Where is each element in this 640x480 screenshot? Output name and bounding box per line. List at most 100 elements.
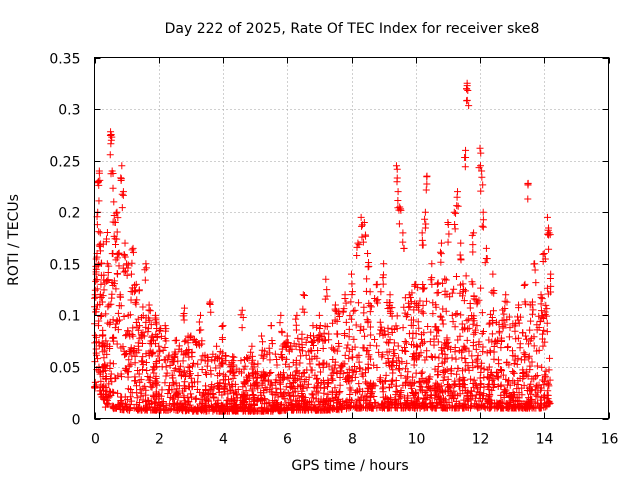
data-point (180, 351, 188, 359)
data-point (473, 385, 481, 393)
data-point (396, 393, 404, 401)
data-point (182, 405, 190, 413)
data-point (332, 405, 340, 413)
data-point (415, 351, 423, 359)
data-point (464, 325, 472, 333)
data-point (341, 329, 349, 337)
data-point (419, 309, 427, 317)
data-point (155, 342, 163, 350)
data-point (133, 400, 141, 408)
data-point (543, 379, 551, 387)
data-point (142, 391, 150, 399)
data-point (395, 359, 403, 367)
data-point (468, 352, 476, 360)
x-axis-ticks: 0 2 4 6 8 10 12 14 16 (91, 57, 618, 448)
data-point (124, 327, 132, 335)
data-point (261, 370, 269, 378)
data-point (192, 394, 200, 402)
data-point (347, 315, 355, 323)
data-point (218, 401, 226, 409)
data-point (164, 389, 172, 397)
data-point (401, 347, 409, 355)
data-point (105, 380, 113, 388)
data-point (488, 386, 496, 394)
data-point (192, 341, 200, 349)
data-point (374, 299, 382, 307)
data-point (162, 325, 170, 333)
data-point (528, 310, 536, 318)
y-tick-label: 0.35 (49, 52, 80, 68)
data-point (354, 239, 362, 247)
data-point (451, 225, 459, 233)
data-point (395, 364, 403, 372)
data-point (212, 404, 220, 412)
data-point (380, 260, 388, 268)
data-point (147, 383, 155, 391)
data-point (385, 384, 393, 392)
data-point (287, 392, 295, 400)
data-point (442, 307, 450, 315)
data-point (450, 208, 458, 216)
data-point (467, 403, 475, 411)
data-point (94, 178, 102, 186)
data-point (100, 354, 108, 362)
data-point (257, 391, 265, 399)
data-point (417, 386, 425, 394)
data-point (444, 221, 452, 229)
data-point (468, 231, 476, 239)
data-point (250, 392, 258, 400)
data-point (355, 299, 363, 307)
data-point (473, 402, 481, 410)
data-point (505, 361, 513, 369)
data-point (461, 365, 469, 373)
data-point (117, 398, 125, 406)
data-point (135, 370, 143, 378)
data-point (497, 334, 505, 342)
data-point (170, 358, 178, 366)
data-point (307, 403, 315, 411)
data-point (494, 374, 502, 382)
data-point (477, 368, 485, 376)
data-point (350, 335, 358, 343)
data-point (108, 279, 116, 287)
data-point (483, 399, 491, 407)
data-point (463, 336, 471, 344)
data-point (434, 338, 442, 346)
data-point (476, 374, 484, 382)
data-point (132, 382, 140, 390)
data-point (245, 394, 253, 402)
data-point (508, 392, 516, 400)
data-point (441, 367, 449, 375)
data-point (461, 344, 469, 352)
data-point (510, 360, 518, 368)
data-point (95, 197, 103, 205)
data-point (543, 305, 551, 313)
data-point (117, 344, 125, 352)
data-point (479, 216, 487, 224)
data-point (479, 223, 487, 231)
data-point (142, 350, 150, 358)
data-point (401, 365, 409, 373)
data-point (328, 387, 336, 395)
data-point (520, 349, 528, 357)
data-point (381, 398, 389, 406)
data-point (403, 359, 411, 367)
data-point (402, 339, 410, 347)
data-point (520, 281, 528, 289)
data-point (460, 404, 468, 412)
data-point (203, 362, 211, 370)
data-point (320, 336, 328, 344)
data-point (250, 361, 258, 369)
data-point (541, 371, 549, 379)
data-point (479, 343, 487, 351)
data-point (299, 369, 307, 377)
data-point (294, 334, 302, 342)
data-point (219, 322, 227, 330)
data-point (511, 322, 519, 330)
data-point (448, 289, 456, 297)
data-point (463, 82, 471, 90)
data-point (218, 336, 226, 344)
data-point (377, 288, 385, 296)
data-point (143, 401, 151, 409)
data-point (148, 340, 156, 348)
